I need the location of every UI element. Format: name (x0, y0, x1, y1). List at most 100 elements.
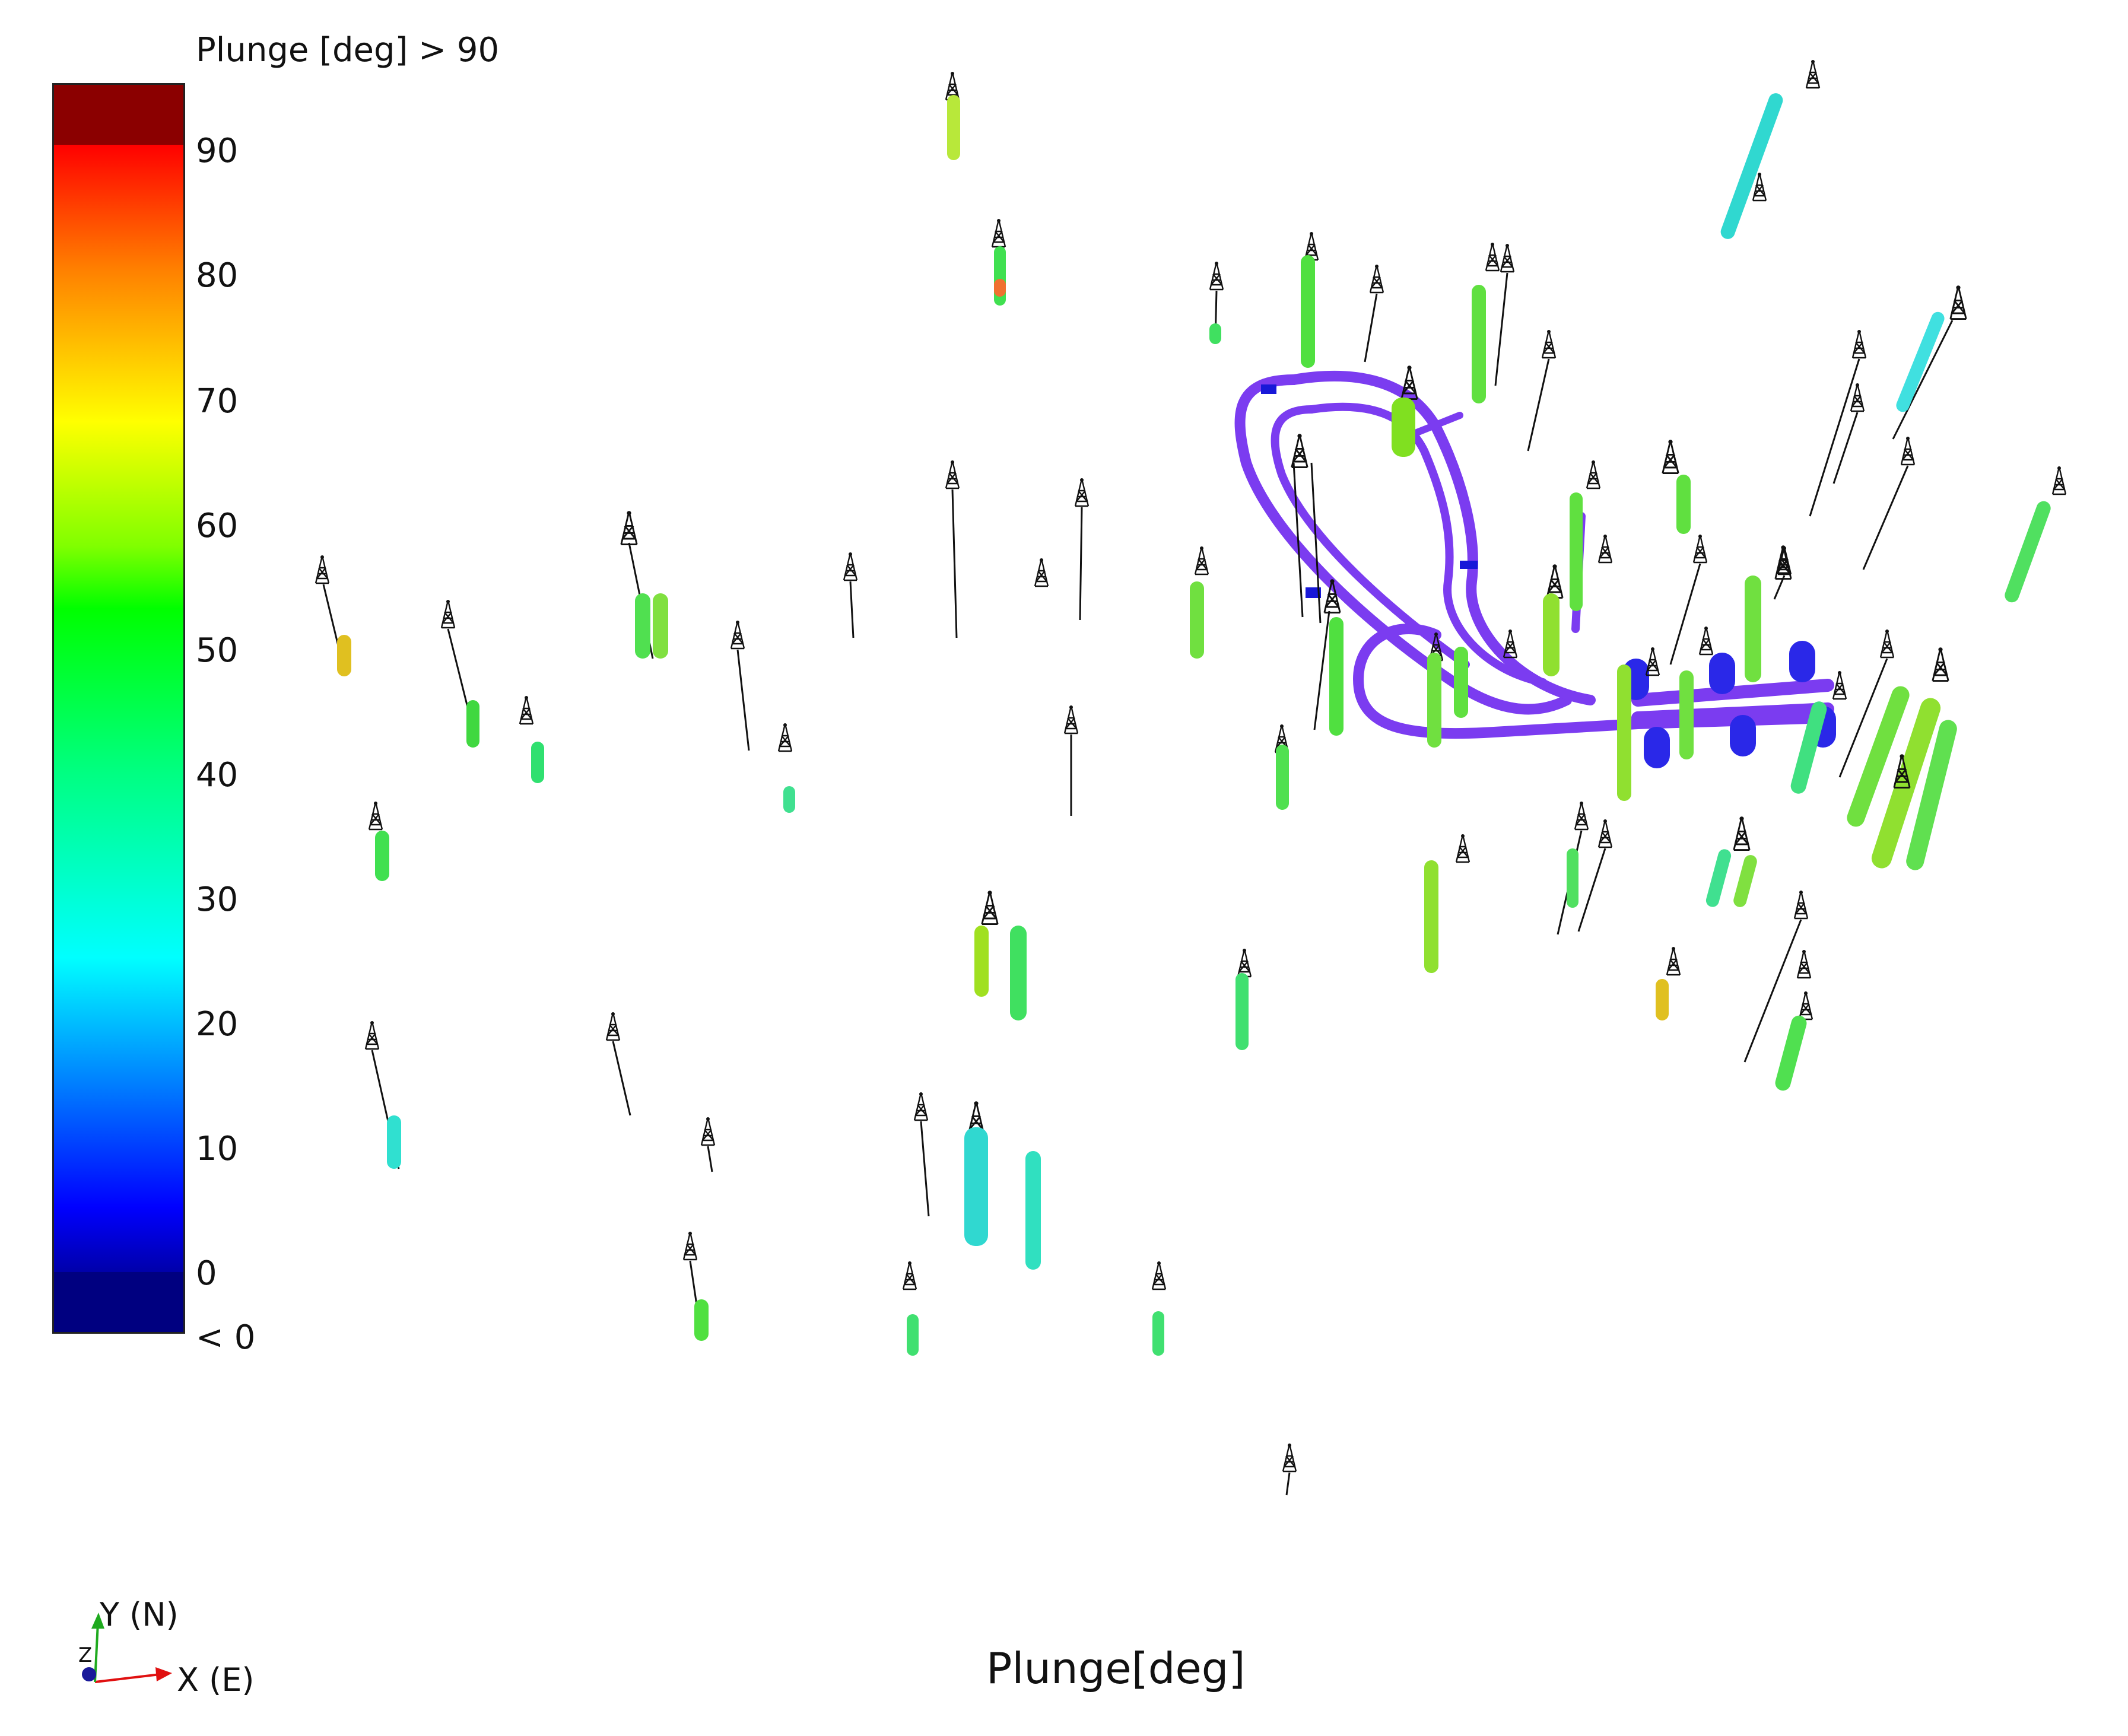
drill-rig-icon (913, 1092, 929, 1121)
drill-rig-icon (315, 555, 330, 584)
drill-rig-icon (1034, 558, 1049, 587)
drill-rig-icon (1063, 705, 1079, 735)
drill-rig-icon (843, 552, 858, 581)
drill-rig-icon (982, 891, 998, 924)
borehole (1063, 705, 1079, 816)
drill-rig-icon (1832, 670, 1847, 700)
drill-rig-icon (945, 460, 960, 489)
borehole (1472, 242, 1500, 403)
borehole (1190, 546, 1209, 659)
drill-rig-icon (991, 218, 1006, 248)
z-axis-dot (82, 1667, 96, 1681)
borehole (1209, 261, 1224, 344)
drill-rig-icon (1194, 546, 1209, 576)
colorbar-tick: 60 (196, 507, 239, 545)
colorbar-tick: 70 (196, 382, 239, 421)
drill-rig-icon (368, 801, 383, 831)
borehole (1454, 629, 1518, 718)
drill-rig-icon (440, 599, 456, 629)
drill-rig-icon (730, 620, 745, 650)
boreholes (315, 59, 2067, 1496)
drill-rig-icon (605, 1012, 621, 1041)
borehole (945, 71, 960, 160)
borehole (519, 695, 544, 783)
drill-rig-icon (1541, 329, 1557, 359)
drill-rig-icon (1663, 440, 1678, 473)
x-axis-label: X (E) (177, 1661, 255, 1699)
colorbar-below-label: < 0 (196, 1318, 256, 1357)
borehole (1597, 534, 1613, 564)
borehole (1292, 434, 1322, 624)
drill-rig-icon (1151, 1261, 1167, 1290)
drill-rig-icon (777, 723, 793, 752)
borehole (1796, 949, 1812, 979)
borehole (315, 555, 351, 676)
drill-rig-icon (1798, 991, 1813, 1020)
borehole (1847, 647, 1957, 870)
borehole (1838, 629, 1895, 778)
borehole (1679, 626, 1714, 759)
colorbar-tick: 90 (196, 132, 239, 170)
borehole (1301, 231, 1319, 368)
plunge-colorbar (52, 83, 185, 1334)
drill-rig-icon (1645, 647, 1660, 676)
x-axis-arrow (94, 1673, 161, 1683)
y-axis-label: Y (N) (100, 1596, 179, 1633)
drill-rig-icon (1400, 365, 1419, 400)
colorbar-tick: 80 (196, 256, 239, 295)
borehole (1570, 460, 1601, 611)
drill-rig-icon (1282, 1443, 1297, 1473)
colorbar-tick: 30 (196, 880, 239, 919)
drill-rig-icon (1933, 647, 1948, 681)
borehole (964, 1101, 1041, 1270)
borehole (1364, 264, 1384, 363)
drill-rig-icon (1597, 819, 1613, 848)
borehole (1720, 59, 1821, 239)
colorbar-tick: 40 (196, 756, 239, 794)
colorbar-tick: 0 (196, 1254, 217, 1293)
drill-rig-icon (902, 1261, 917, 1290)
borehole (682, 1231, 709, 1341)
drill-rig-icon (1879, 629, 1895, 659)
legend-title: Plunge [deg] > 90 (196, 31, 500, 69)
borehole (1427, 632, 1444, 748)
drill-rig-icon (1900, 436, 1916, 466)
borehole (1557, 801, 1589, 935)
borehole (1235, 948, 1252, 1050)
drill-rig-icon (1949, 285, 1968, 320)
borehole (1577, 819, 1613, 932)
drill-rig-icon (1597, 534, 1613, 564)
colorbar-tick: 50 (196, 631, 239, 670)
borehole (700, 1117, 716, 1172)
borehole (1527, 329, 1557, 452)
borehole (1832, 383, 1865, 484)
drill-rig-icon (1732, 816, 1751, 851)
view-title: Plunge[deg] (986, 1643, 1246, 1693)
borehole (974, 891, 1027, 1020)
drill-rig-icon (1850, 383, 1865, 412)
borehole (364, 1020, 401, 1169)
colorbar-tick: 20 (196, 1005, 239, 1044)
borehole (1743, 890, 1809, 1063)
drill-rig-icon (1698, 626, 1714, 656)
borehole (1494, 243, 1515, 386)
drill-rig-icon (1455, 834, 1470, 863)
borehole (1862, 436, 1916, 570)
borehole (1313, 578, 1344, 736)
drill-rig-icon (1851, 329, 1867, 359)
drill-rig-icon (1369, 264, 1384, 294)
borehole (1790, 670, 1847, 794)
borehole (440, 599, 479, 748)
borehole (991, 218, 1006, 306)
drill-rig-icon (682, 1231, 698, 1261)
borehole (1656, 946, 1681, 1020)
drill-rig-icon (1692, 534, 1708, 564)
borehole (1809, 329, 1867, 517)
borehole (902, 1261, 919, 1356)
borehole (777, 723, 795, 813)
drill-rig-icon (1796, 949, 1812, 979)
drill-rig-icon (2051, 466, 2067, 495)
drill-rig-icon (1503, 629, 1518, 659)
borehole (1424, 834, 1470, 973)
